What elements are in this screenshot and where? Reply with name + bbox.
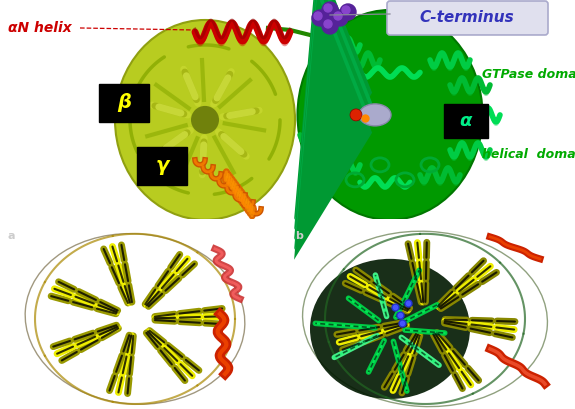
Text: α: α [460,112,472,130]
Ellipse shape [310,259,470,399]
Circle shape [312,10,328,26]
Polygon shape [340,87,370,95]
Ellipse shape [115,20,295,220]
Text: helical  domain: helical domain [482,148,575,162]
Circle shape [322,2,338,18]
Circle shape [314,12,322,20]
Polygon shape [340,117,370,126]
Ellipse shape [359,104,391,126]
Text: C-terminus: C-terminus [420,11,515,25]
FancyBboxPatch shape [99,84,149,122]
Circle shape [340,4,356,20]
Ellipse shape [297,10,482,220]
Ellipse shape [191,106,219,134]
Circle shape [324,20,332,28]
Circle shape [322,18,338,34]
Text: a: a [8,231,16,241]
Ellipse shape [350,109,362,121]
Circle shape [342,6,350,14]
FancyBboxPatch shape [444,104,488,138]
Text: b: b [295,231,303,241]
Text: GTPase domain: GTPase domain [482,68,575,81]
Circle shape [324,4,332,12]
Polygon shape [340,97,370,106]
FancyBboxPatch shape [387,1,548,35]
FancyBboxPatch shape [137,147,187,185]
Polygon shape [340,127,370,135]
Circle shape [332,10,348,26]
Text: β: β [117,93,131,112]
Circle shape [334,12,342,20]
Polygon shape [340,107,370,115]
Text: αN helix: αN helix [8,21,72,35]
Text: γ: γ [155,156,168,175]
